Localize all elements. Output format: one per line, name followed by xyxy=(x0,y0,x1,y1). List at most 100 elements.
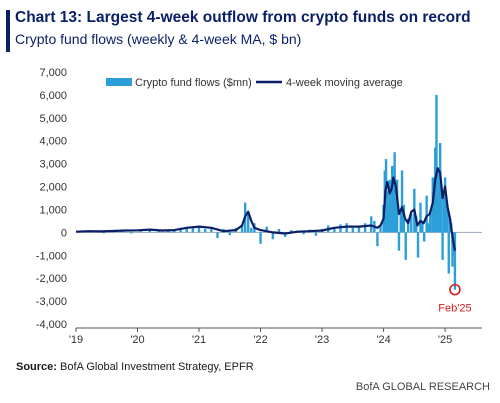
y-tick-label: 3,000 xyxy=(39,159,67,171)
flow-bar xyxy=(191,226,195,233)
flow-bar xyxy=(357,225,361,233)
flow-bar xyxy=(376,232,379,247)
flow-bars xyxy=(76,94,457,290)
flow-bar xyxy=(442,191,446,233)
source-label: Source: xyxy=(16,361,57,373)
x-tick-label: '23 xyxy=(315,334,329,346)
feb25-annotation: Feb'25 xyxy=(438,283,472,315)
flow-bar xyxy=(434,147,437,233)
flow-bar xyxy=(435,94,438,233)
flow-bar xyxy=(247,214,250,233)
flow-bar xyxy=(390,165,394,233)
flow-bar xyxy=(436,170,439,233)
chart-subtitle: Crypto fund flows (weekly & 4-week MA, $… xyxy=(15,31,302,47)
flow-bar xyxy=(421,220,424,233)
flow-bar xyxy=(314,232,318,236)
y-tick-label: 5,000 xyxy=(39,113,67,125)
credit-line: BofA GLOBAL RESEARCH xyxy=(355,381,490,393)
annotation-label: Feb'25 xyxy=(438,303,471,315)
flow-bar xyxy=(453,232,457,290)
flow-bar xyxy=(447,232,450,274)
flow-bar xyxy=(277,228,281,233)
y-tick-label: 0 xyxy=(61,227,67,239)
flow-bar xyxy=(271,232,275,240)
flow-bar xyxy=(406,218,410,233)
flow-bar xyxy=(228,232,231,236)
flow-bar xyxy=(400,170,404,233)
flow-bar xyxy=(197,225,201,233)
y-tick-label: 6,000 xyxy=(39,90,67,102)
flow-bar xyxy=(402,204,406,233)
title-accent-bar xyxy=(6,10,10,52)
flow-bar xyxy=(451,232,454,267)
flow-bar xyxy=(388,179,391,233)
flow-bar xyxy=(185,228,188,233)
flow-bar xyxy=(179,227,182,233)
flow-bar xyxy=(210,227,213,233)
legend-swatch-flows xyxy=(106,78,132,86)
y-tick-label: 7,000 xyxy=(39,67,67,79)
chart-title: Chart 13: Largest 4-week outflow from cr… xyxy=(15,9,471,26)
flow-bar xyxy=(399,211,402,233)
flow-bar xyxy=(216,232,219,239)
flow-bar xyxy=(416,232,420,258)
x-tick-label: '24 xyxy=(376,334,390,346)
flow-bar xyxy=(394,198,398,233)
y-tick-label: 4,000 xyxy=(39,136,67,148)
x-tick-label: '20 xyxy=(130,334,144,346)
flow-bar xyxy=(441,232,444,260)
y-tick-label: -3,000 xyxy=(36,296,67,308)
flow-bar xyxy=(240,224,244,233)
flow-bar xyxy=(379,225,382,233)
flow-bar xyxy=(387,211,390,233)
x-tick-label: '21 xyxy=(192,334,206,346)
flow-bar xyxy=(404,232,407,260)
flow-bar xyxy=(410,214,413,233)
source-text: BofA Global Investment Strategy, EPFR xyxy=(60,361,254,373)
flow-bar xyxy=(345,223,348,233)
flow-bar xyxy=(370,216,373,233)
flow-bar xyxy=(446,211,449,233)
flow-bar xyxy=(419,202,422,233)
flow-bar xyxy=(283,232,287,237)
y-tick-label: -1,000 xyxy=(36,250,67,262)
flow-bar xyxy=(363,223,367,233)
flow-bar xyxy=(389,200,393,233)
flow-bar xyxy=(167,230,170,233)
flow-bar xyxy=(250,227,253,233)
x-axis: '19 '20 '21 '22 '23 '24 '25 xyxy=(69,327,482,346)
flow-bar xyxy=(339,224,342,233)
flow-bar xyxy=(139,230,142,233)
moving-average-line xyxy=(75,167,456,251)
annotation-circle xyxy=(449,283,461,296)
y-axis: 7,000 6,000 5,000 4,000 3,000 2,000 1,000 0 -1,0… xyxy=(36,67,67,331)
flow-bar xyxy=(427,223,430,233)
flow-bar xyxy=(392,181,395,233)
flow-bar xyxy=(422,232,426,242)
flow-bar xyxy=(437,198,441,233)
y-tick-label: 1,000 xyxy=(39,204,67,216)
legend: Crypto fund flows ($mn) 4-week moving av… xyxy=(106,77,403,89)
flow-bar xyxy=(445,204,448,233)
flow-bar xyxy=(438,143,442,233)
flow-bar xyxy=(351,227,355,233)
x-tick-label: '22 xyxy=(253,334,267,346)
legend-label-flows: Crypto fund flows ($mn) xyxy=(135,77,252,89)
x-tick-label: '25 xyxy=(438,334,452,346)
flow-bar xyxy=(259,232,262,244)
flow-bar xyxy=(440,184,443,233)
y-tick-label: -4,000 xyxy=(36,319,67,331)
flow-bar xyxy=(102,232,105,234)
flow-bar xyxy=(290,230,293,233)
flow-bar xyxy=(393,152,396,233)
flow-bar xyxy=(432,191,436,233)
flow-bar xyxy=(203,228,207,233)
flow-bar xyxy=(265,226,268,233)
flow-bar xyxy=(425,195,428,233)
y-tick-label: -2,000 xyxy=(36,273,67,285)
legend-label-moving-average: 4-week moving average xyxy=(286,77,403,89)
flow-bar xyxy=(333,227,336,233)
flow-bar xyxy=(386,191,389,233)
flow-bar xyxy=(443,177,447,233)
flow-bar xyxy=(397,232,401,251)
